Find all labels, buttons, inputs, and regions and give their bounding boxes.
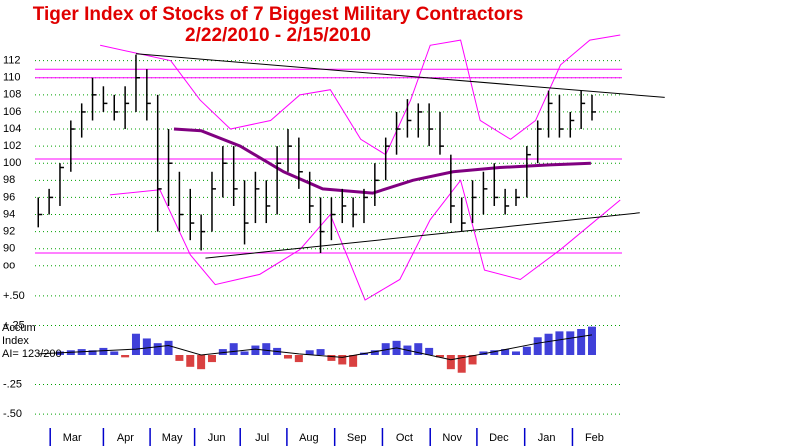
accum-bar: [316, 349, 325, 355]
accum-bar: [131, 333, 140, 355]
x-tick-label: Jan: [538, 432, 556, 444]
y-tick-label: +.50: [3, 290, 25, 302]
x-tick-label: Jul: [255, 432, 269, 444]
accum-bar: [381, 343, 390, 355]
accum-bar: [197, 355, 206, 370]
accum-bar: [370, 350, 379, 355]
accum-bar: [88, 350, 97, 355]
accum-bar: [229, 343, 238, 355]
accum-bar: [218, 349, 227, 355]
accum-bar: [283, 355, 292, 359]
accum-bar: [435, 355, 444, 358]
y-tick-label: 106: [3, 106, 21, 118]
accum-bar: [522, 346, 531, 355]
indicator-line: [109, 179, 621, 301]
panel-label: Index: [2, 335, 29, 347]
accum-bar: [511, 351, 520, 355]
y-tick-label: oo: [3, 260, 15, 272]
y-tick-label: 108: [3, 89, 21, 101]
indicator-line: [100, 34, 621, 156]
accum-bar: [153, 343, 162, 355]
accum-bar: [338, 355, 347, 365]
accum-bar: [186, 355, 195, 367]
y-tick-label: 110: [3, 72, 21, 84]
accum-bar: [175, 355, 184, 361]
accum-bar: [327, 355, 336, 361]
x-tick-label: Aug: [299, 432, 319, 444]
x-tick-label: Oct: [396, 432, 413, 444]
indicator-line: [173, 127, 591, 195]
accum-bar: [501, 349, 510, 355]
y-tick-label: 96: [3, 191, 15, 203]
x-tick-label: May: [162, 432, 183, 444]
indicator-line: [135, 53, 665, 98]
y-tick-label: 98: [3, 174, 15, 186]
y-tick-label: 94: [3, 208, 15, 220]
y-tick-label: 104: [3, 123, 21, 135]
accum-bar: [479, 351, 488, 355]
accum-bar: [533, 337, 542, 355]
x-tick-label: Sep: [347, 432, 367, 444]
accum-bar: [207, 355, 216, 363]
accum-bar: [240, 351, 249, 355]
chart-title: Tiger Index of Stocks of 7 Biggest Milit…: [33, 4, 524, 25]
x-tick-label: Dec: [489, 432, 509, 444]
accum-bar: [490, 350, 499, 355]
panel-label: Accum: [2, 322, 36, 334]
accum-bar: [457, 355, 466, 373]
x-tick-label: Apr: [117, 432, 134, 444]
accum-bar: [414, 343, 423, 355]
y-tick-label: -.25: [3, 378, 22, 390]
accum-bar: [425, 347, 434, 355]
accum-bar: [587, 326, 596, 355]
accum-bar: [99, 347, 108, 355]
y-tick-label: -.50: [3, 408, 22, 420]
x-tick-label: Nov: [442, 432, 462, 444]
chart-subtitle: 2/22/2010 - 2/15/2010: [185, 25, 371, 46]
accum-bar: [446, 355, 455, 370]
y-tick-label: 100: [3, 157, 21, 169]
accum-bar: [349, 355, 358, 367]
panel-label: AI= 123/200: [2, 348, 62, 360]
y-tick-label: 102: [3, 140, 21, 152]
accum-bar: [305, 350, 314, 355]
accum-bar: [566, 331, 575, 355]
accum-bar: [577, 329, 586, 355]
x-tick-label: Mar: [63, 432, 82, 444]
indicator-line: [38, 334, 593, 361]
y-tick-label: 112: [3, 55, 21, 67]
y-tick-label: 90: [3, 243, 15, 255]
accum-bar: [294, 355, 303, 363]
accum-bar: [544, 333, 553, 355]
indicator-line: [205, 212, 640, 259]
x-tick-label: Feb: [585, 432, 604, 444]
accum-bar: [468, 355, 477, 365]
accum-bar: [121, 355, 130, 358]
accum-bar: [262, 343, 271, 355]
accum-bar: [251, 345, 260, 355]
accum-bar: [164, 340, 173, 355]
accum-bar: [142, 338, 151, 355]
x-tick-label: Jun: [208, 432, 226, 444]
y-tick-label: +.25: [3, 319, 25, 331]
accum-bar: [110, 351, 119, 355]
y-tick-label: 92: [3, 226, 15, 238]
accum-bar: [555, 331, 564, 355]
